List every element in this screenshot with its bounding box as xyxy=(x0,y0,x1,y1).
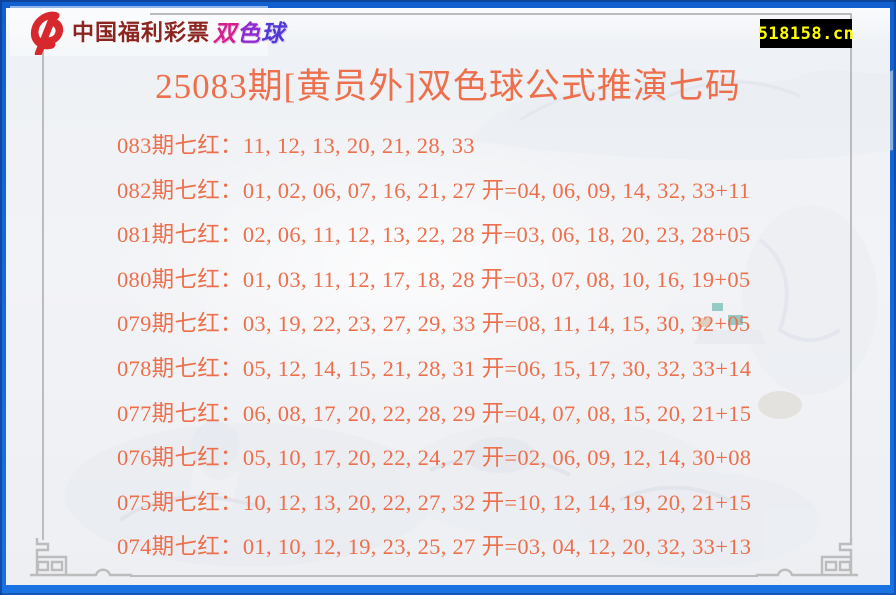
china-welfare-lottery-logo-icon xyxy=(30,11,64,55)
draw-row: 080期七红：01, 03, 11, 12, 17, 18, 28 开=03, … xyxy=(117,266,751,292)
brand-product-char: 球 xyxy=(261,20,286,46)
brand-product-char: 双 xyxy=(213,20,238,46)
draw-row: 077期七红：06, 08, 17, 20, 22, 28, 29 开=04, … xyxy=(117,400,752,426)
draw-row: 078期七红：05, 12, 14, 15, 21, 28, 31 开=06, … xyxy=(117,355,752,381)
draw-row: 082期七红：01, 02, 06, 07, 16, 21, 27 开=04, … xyxy=(117,177,751,203)
site-url-badge: 518158.cn xyxy=(758,19,854,48)
header-brand-block: 中国福利彩票 双色球 xyxy=(16,7,285,55)
draw-row: 074期七红：01, 10, 12, 19, 23, 25, 27 开=03, … xyxy=(117,534,752,560)
brand-product: 双色球 xyxy=(213,14,285,48)
brand-product-char: 色 xyxy=(237,20,262,46)
frame-line-top xyxy=(150,13,852,15)
draw-list: 083期七红：11, 12, 13, 20, 21, 28, 33 082期七红：… xyxy=(117,124,857,570)
draw-row: 079期七红：03, 19, 22, 23, 27, 29, 33 开=08, … xyxy=(117,311,751,337)
page-title: 25083期[黄员外]双色球公式推演七码 xyxy=(155,67,741,106)
brand-name: 中国福利彩票 xyxy=(72,20,211,45)
draw-row: 081期七红：02, 06, 11, 12, 13, 22, 28 开=03, … xyxy=(117,222,751,248)
draw-row: 075期七红：10, 12, 13, 20, 22, 27, 32 开=10, … xyxy=(117,489,752,515)
fret-corner-bottom-left xyxy=(30,538,132,577)
brand-text-line: 中国福利彩票 双色球 xyxy=(72,14,285,48)
fret-corner-bottom-right xyxy=(756,538,858,577)
frame-line-right xyxy=(850,13,852,540)
draw-row: 083期七红：11, 12, 13, 20, 21, 28, 33 xyxy=(117,133,475,158)
frame-line-bottom xyxy=(130,575,758,577)
frame-line-left xyxy=(42,46,44,540)
draw-row: 076期七红：05, 10, 17, 20, 22, 24, 27 开=02, … xyxy=(117,445,752,471)
